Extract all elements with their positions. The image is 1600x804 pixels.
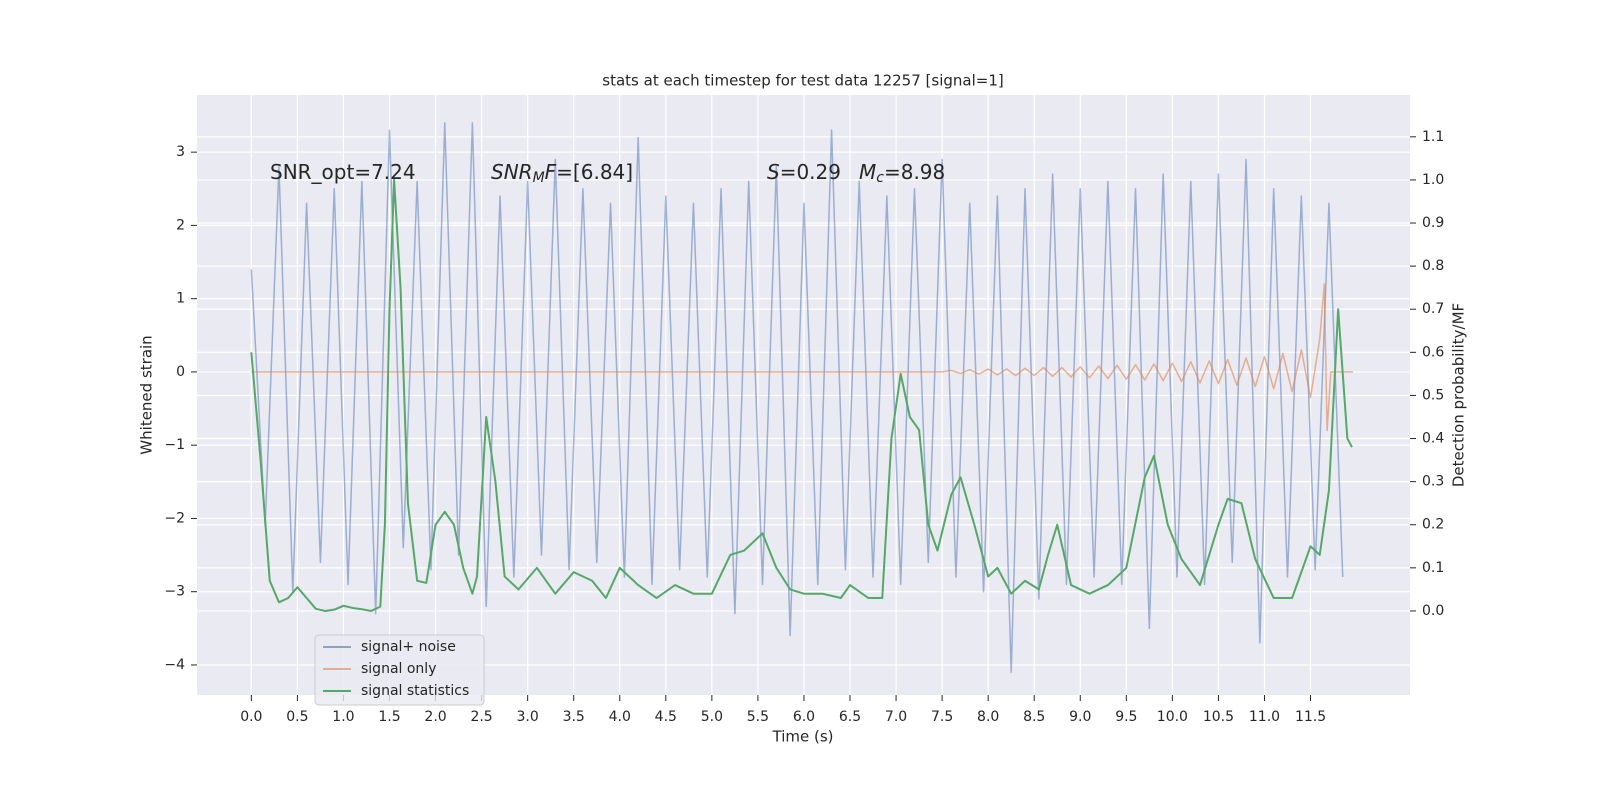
y2-tick-label: 0.0 xyxy=(1422,603,1444,619)
series-line xyxy=(250,178,1353,612)
y2-tick-label: 0.8 xyxy=(1422,258,1444,274)
annotation-part: SNR xyxy=(491,160,533,184)
x-tick-label: 4.5 xyxy=(655,709,677,725)
annotation-part: =0.29 xyxy=(780,160,841,184)
x-tick-label: 9.0 xyxy=(1069,709,1091,725)
annotation-part: M xyxy=(859,160,876,184)
legend-box xyxy=(314,634,485,706)
y-axis-label: Whitened strain xyxy=(138,335,156,454)
legend-label: signal only xyxy=(361,661,436,677)
x-tick-label: 5.5 xyxy=(747,709,769,725)
annotation-part: SNR_opt=7.24 xyxy=(270,160,416,184)
y-tick-label: 0 xyxy=(176,364,185,380)
legend-label: signal statistics xyxy=(361,683,469,699)
y-tick-label: −4 xyxy=(164,657,185,673)
x-tick-label: 10.5 xyxy=(1203,709,1234,725)
x-tick-label: 10.0 xyxy=(1157,709,1188,725)
y2-tick-label: 0.2 xyxy=(1422,517,1444,533)
y-tick-label: 2 xyxy=(176,217,185,233)
x-tick-label: 3.5 xyxy=(563,709,585,725)
series-line xyxy=(250,122,1344,674)
y2-tick-label: 0.7 xyxy=(1422,301,1444,317)
y-tick-label: −1 xyxy=(164,437,185,453)
y-tick-label: −3 xyxy=(164,584,185,600)
x-tick-label: 11.0 xyxy=(1249,709,1280,725)
x-tick-label: 4.0 xyxy=(609,709,631,725)
x-tick-label: 6.5 xyxy=(839,709,861,725)
y2-tick-label: 0.6 xyxy=(1422,344,1444,360)
x-tick-label: 1.5 xyxy=(378,709,400,725)
x-tick-label: 1.0 xyxy=(332,709,354,725)
chart-title: stats at each timestep for test data 122… xyxy=(602,72,1003,90)
annotation: Mc=8.98 xyxy=(859,160,945,187)
y2-tick-label: 1.0 xyxy=(1422,172,1444,188)
x-tick-label: 2.5 xyxy=(470,709,492,725)
y2-tick-label: 0.4 xyxy=(1422,431,1444,447)
annotation-part: S xyxy=(767,160,780,184)
x-tick-label: 3.0 xyxy=(517,709,539,725)
y2-tick-label: 0.3 xyxy=(1422,474,1444,490)
y-tick-label: 1 xyxy=(176,291,185,307)
x-tick-label: 6.0 xyxy=(793,709,815,725)
series-line xyxy=(251,283,1353,432)
annotation-part: c xyxy=(876,170,884,186)
x-tick-label: 7.5 xyxy=(931,709,953,725)
y2-axis-label: Detection probability/MF xyxy=(1450,303,1468,487)
annotation: SNRMF=[6.84] xyxy=(491,160,633,187)
x-tick-label: 5.0 xyxy=(701,709,723,725)
x-axis-label: Time (s) xyxy=(772,728,834,746)
y2-tick-label: 1.1 xyxy=(1422,129,1444,145)
annotation-part: F=[6.84] xyxy=(545,160,633,184)
annotation: SNR_opt=7.24 xyxy=(270,160,416,184)
x-tick-label: 9.5 xyxy=(1115,709,1137,725)
x-tick-label: 0.5 xyxy=(286,709,308,725)
y-tick-label: 3 xyxy=(176,144,185,160)
y2-tick-label: 0.5 xyxy=(1422,387,1444,403)
legend-label: signal+ noise xyxy=(361,639,456,655)
x-tick-label: 7.0 xyxy=(885,709,907,725)
annotation: S=0.29 xyxy=(767,160,841,184)
x-tick-label: 11.5 xyxy=(1295,709,1326,725)
x-tick-label: 8.5 xyxy=(1023,709,1045,725)
x-tick-label: 2.0 xyxy=(424,709,446,725)
y2-tick-label: 0.1 xyxy=(1422,560,1444,576)
x-tick-label: 8.0 xyxy=(977,709,999,725)
annotation-part: M xyxy=(533,170,545,186)
y-tick-label: −2 xyxy=(164,510,185,526)
y2-tick-label: 0.9 xyxy=(1422,215,1444,231)
annotation-part: =8.98 xyxy=(884,160,945,184)
x-tick-label: 0.0 xyxy=(240,709,262,725)
